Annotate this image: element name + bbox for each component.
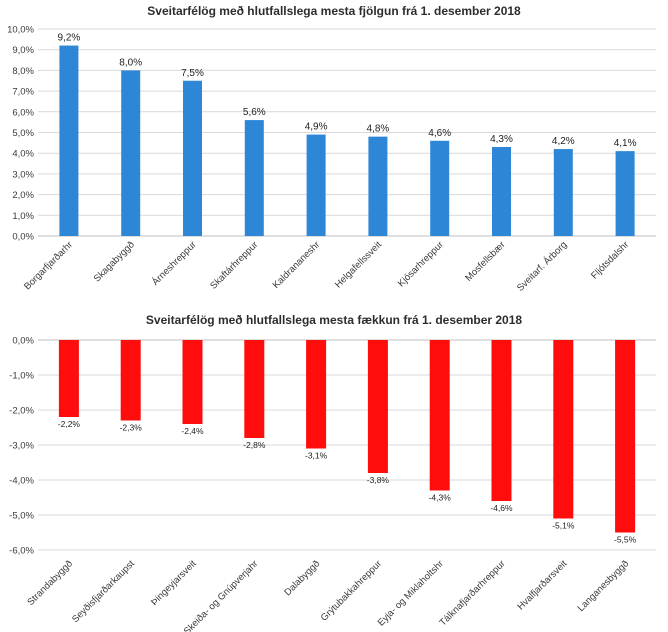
c2-category-label: Dalabyggð (282, 558, 322, 598)
c2-data-label: -3,8% (367, 475, 390, 485)
c2-data-label: -4,6% (490, 503, 513, 513)
c1-y-tick-label: 4,0% (12, 149, 34, 160)
c1-data-label: 5,6% (243, 107, 266, 118)
chart-increase: Sveitarfélög með hlutfallslega mesta fjö… (7, 4, 656, 294)
c2-data-label: -2,8% (243, 440, 266, 450)
c2-category-label: Langanesbyggð (576, 558, 632, 614)
c1-data-label: 4,6% (428, 128, 451, 139)
c2-category-label: Grýtubakkahreppur (319, 558, 384, 623)
chart-decrease-title: Sveitarfélög með hlutfallslega mesta fæk… (146, 313, 522, 327)
c1-bar (553, 149, 573, 236)
c2-y-tick-label: -5,0% (9, 511, 34, 522)
c2-data-label: -3,1% (305, 451, 328, 461)
c1-category-label: Borgarfjarðarhr (22, 239, 75, 292)
c2-y-tick-label: -1,0% (9, 371, 34, 382)
c2-bar (367, 340, 388, 473)
c2-y-tick-label: -6,0% (9, 546, 34, 557)
c1-data-label: 4,1% (614, 138, 637, 149)
c1-data-label: 7,5% (181, 68, 204, 79)
c1-y-tick-label: 5,0% (12, 128, 34, 139)
c2-bar (58, 340, 79, 417)
c1-data-label: 4,8% (367, 124, 390, 135)
c2-bar (491, 340, 512, 501)
c1-y-tick-label: 6,0% (12, 107, 34, 118)
c2-category-label: Hvalfjarðarsveit (515, 558, 569, 612)
c1-category-label: Kaldrananeshr (271, 239, 322, 290)
chart-decrease: Sveitarfélög með hlutfallslega mesta fæk… (0, 310, 668, 632)
c1-bar (615, 151, 635, 236)
c1-data-label: 4,3% (490, 134, 513, 145)
c1-bar (368, 136, 388, 236)
c1-data-label: 8,0% (119, 57, 142, 68)
c2-data-label: -5,1% (552, 521, 575, 531)
c1-bar (59, 45, 79, 237)
c1-bar (183, 80, 202, 236)
c2-bar (244, 340, 265, 438)
c1-y-tick-label: 8,0% (12, 66, 34, 77)
c2-category-label: Strandabyggð (25, 558, 75, 608)
c1-data-label: 4,9% (305, 122, 328, 133)
c2-data-label: -2,2% (58, 419, 81, 429)
c1-category-label: Kjósarhreppur (396, 239, 446, 289)
c1-y-tick-label: 10,0% (7, 25, 34, 36)
chart-increase-title: Sveitarfélög með hlutfallslega mesta fjö… (147, 4, 521, 18)
c1-category-label: Árneshreppur (150, 239, 198, 287)
c1-category-label: Sveitarf. Árborg (515, 239, 569, 293)
c1-category-label: Skaftárhreppur (208, 239, 260, 291)
c2-category-label: Seyðisfjarðarkaupst (70, 558, 137, 625)
c1-bar (306, 134, 326, 236)
chart-increase-svg: Sveitarfélög með hlutfallslega mesta fjö… (7, 4, 656, 294)
c1-y-tick-label: 1,0% (12, 211, 34, 222)
c1-data-label: 9,2% (58, 33, 81, 44)
c1-category-label: Fljótsdalshr (589, 239, 631, 281)
c2-data-label: -4,3% (429, 493, 452, 503)
c2-bar (429, 340, 450, 491)
c2-category-label: Tálknafjarðarhreppur (437, 558, 507, 628)
c2-data-label: -2,4% (181, 426, 204, 436)
c2-category-label: Þingeyjarsveit (149, 558, 199, 608)
c2-bar (182, 340, 203, 424)
c2-bar (306, 340, 327, 449)
c2-bar (120, 340, 141, 421)
c2-data-label: -5,5% (614, 535, 637, 545)
c1-bar (492, 146, 511, 236)
c2-y-tick-label: -3,0% (9, 441, 34, 452)
c1-y-tick-label: 0,0% (12, 232, 34, 243)
c1-bar (121, 70, 141, 237)
c1-bar (244, 120, 264, 236)
c1-category-label: Helgafellssveit (333, 239, 384, 290)
c1-y-tick-label: 7,0% (12, 87, 34, 98)
c1-category-label: Skagabyggð (92, 239, 137, 284)
chart-decrease-svg: Sveitarfélög með hlutfallslega mesta fæk… (9, 313, 656, 632)
c1-y-tick-label: 9,0% (12, 45, 34, 56)
c2-y-tick-label: -4,0% (9, 476, 34, 487)
c2-bar (615, 340, 636, 533)
c1-y-tick-label: 3,0% (12, 169, 34, 180)
c1-category-label: Mosfellsbær (463, 239, 507, 283)
c2-category-label: Eyja- og Miklaholtshr (376, 558, 446, 628)
c1-y-tick-label: 2,0% (12, 190, 34, 201)
c1-data-label: 4,2% (552, 136, 575, 147)
c1-bar (430, 140, 450, 236)
c2-bar (553, 340, 574, 519)
c2-data-label: -2,3% (120, 423, 143, 433)
c2-y-tick-label: 0,0% (12, 336, 34, 347)
c2-y-tick-label: -2,0% (9, 406, 34, 417)
